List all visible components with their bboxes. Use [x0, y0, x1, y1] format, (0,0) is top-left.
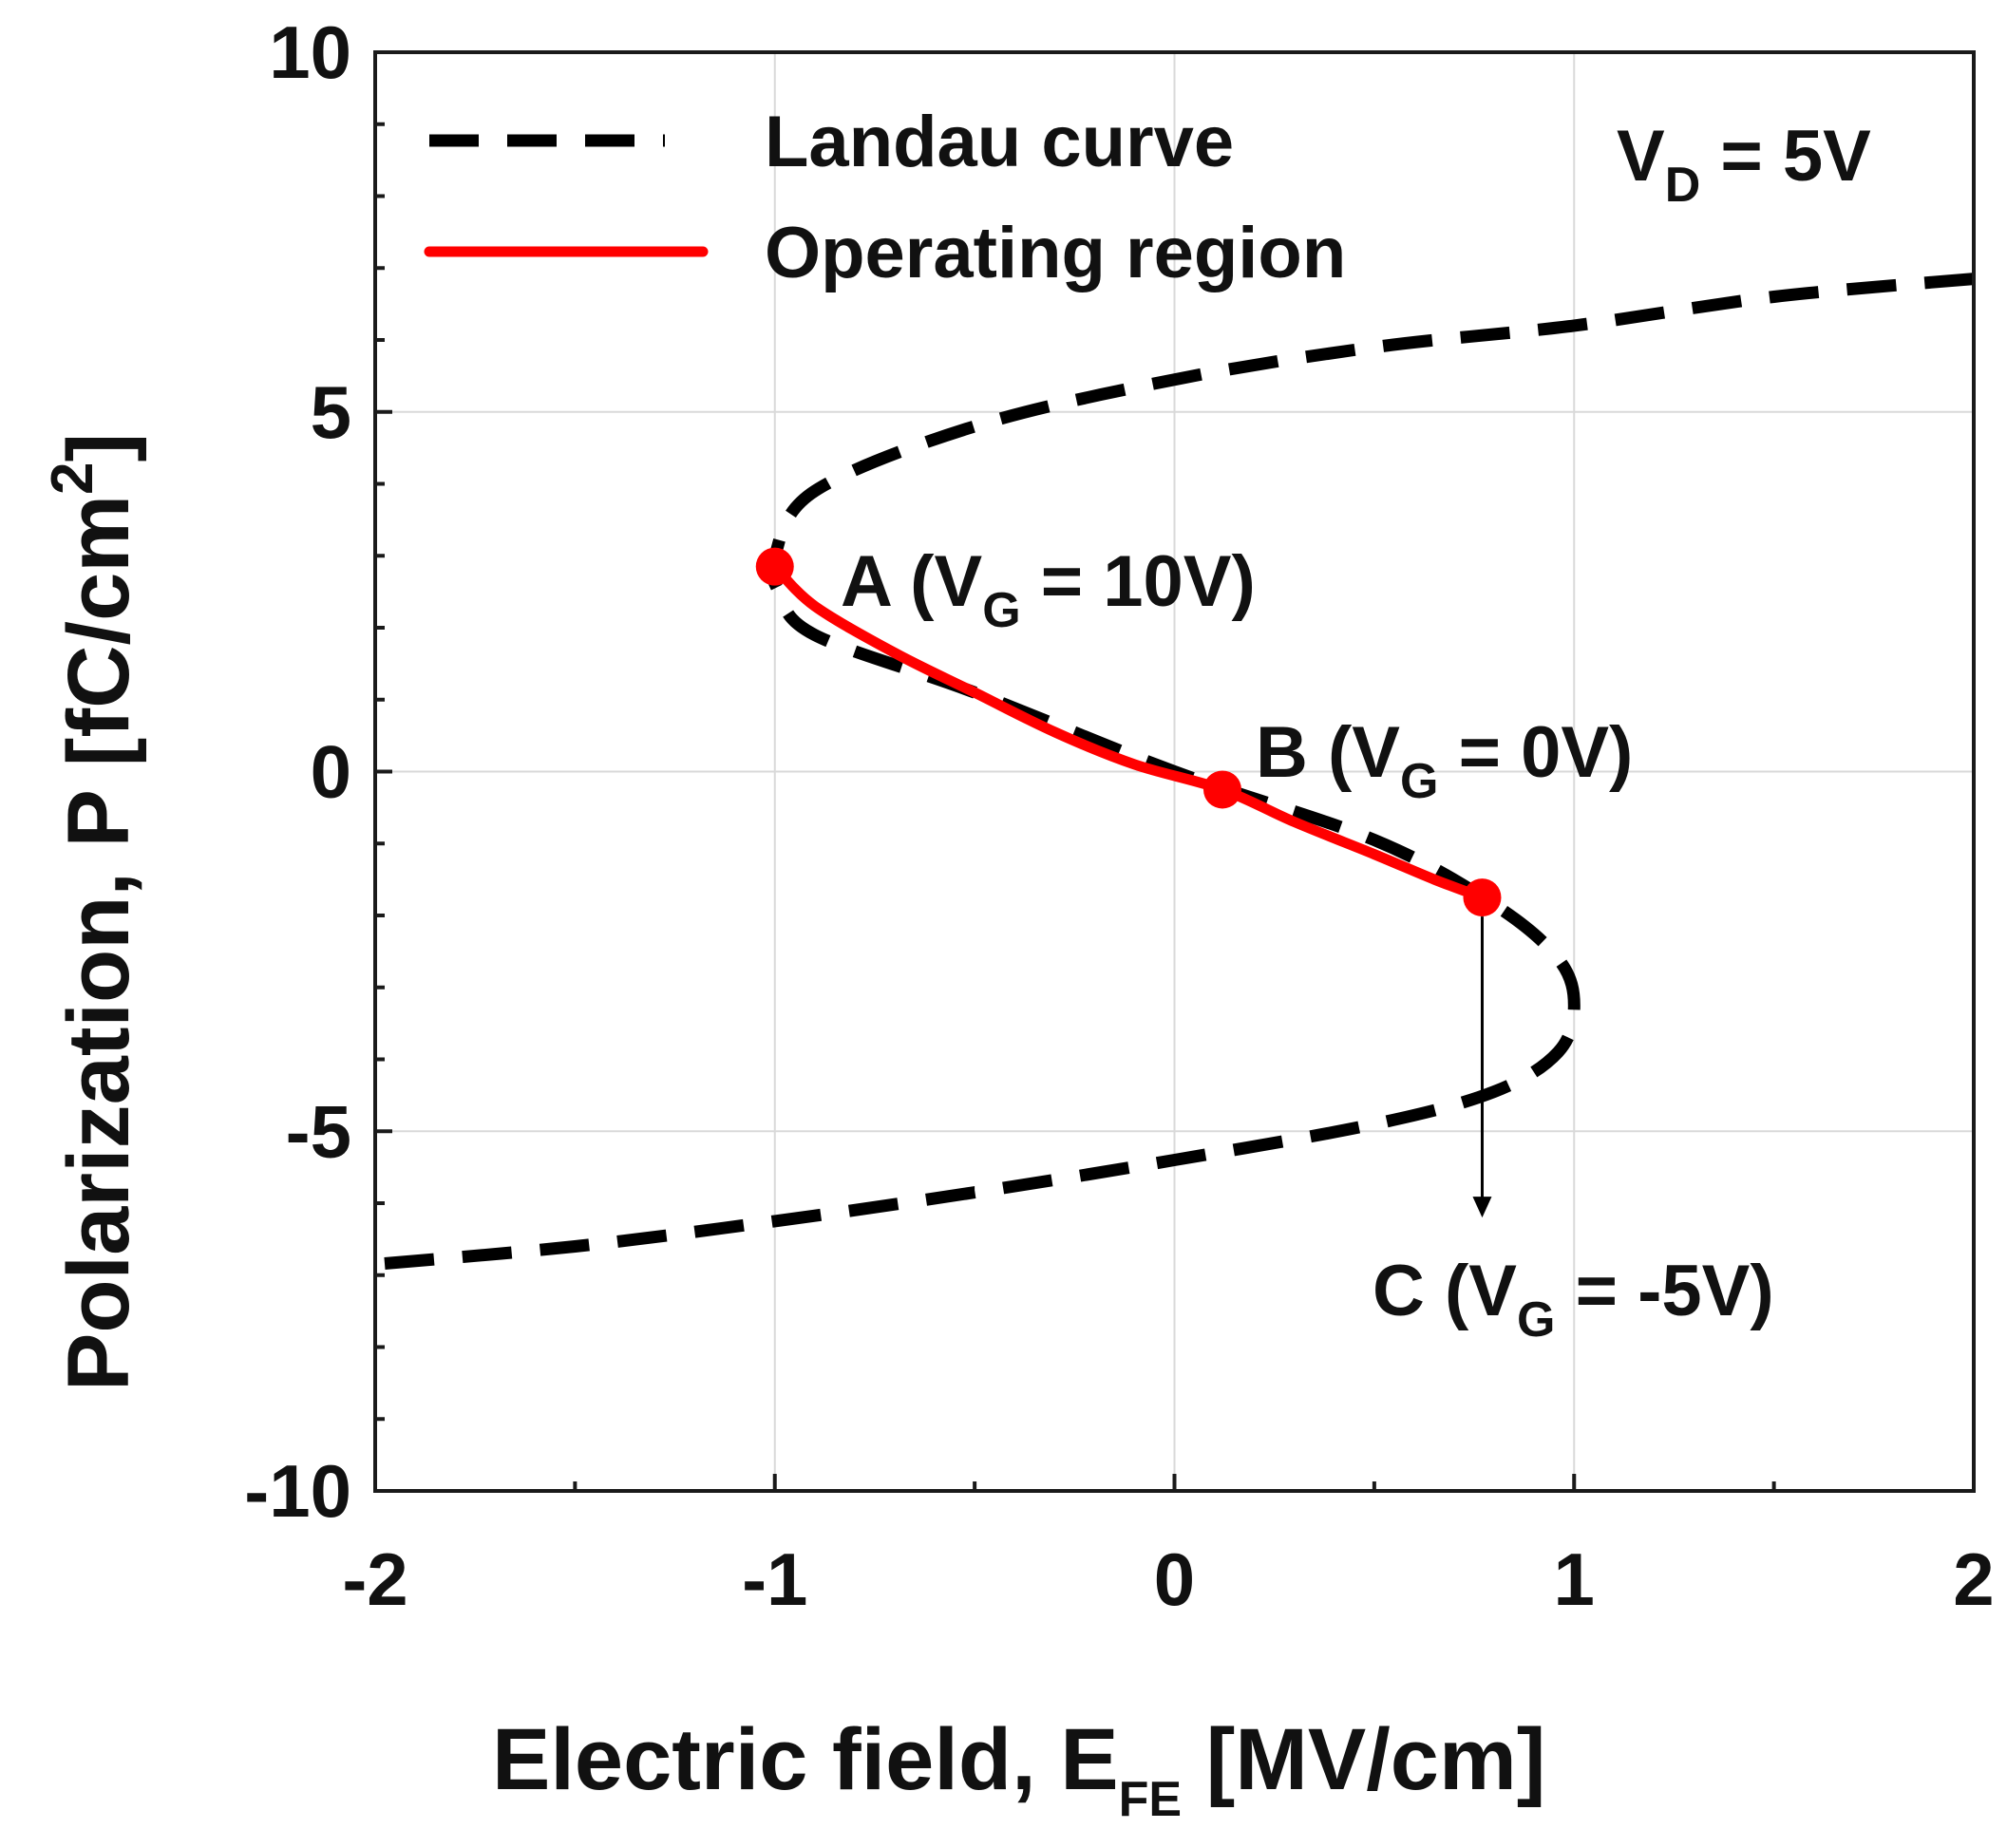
legend-landau-label: Landau curve [765, 102, 1234, 182]
x-tick-label-3: 1 [1554, 1537, 1595, 1621]
x-tick-label-4: 2 [1953, 1537, 1994, 1621]
point-b-label: B (VG = 0V) [1256, 712, 1633, 809]
y-axis-title: Polarization, P [fC/cm2] [40, 433, 147, 1391]
y-tick-label-4: 10 [269, 10, 351, 94]
point-b-marker [1202, 770, 1241, 809]
landau-curve-line [374, 273, 1975, 1271]
y-tick-label-3: 5 [311, 370, 351, 454]
y-tick-label-2: 0 [311, 730, 351, 814]
point-a-marker [755, 547, 794, 586]
x-tick-label-1: -1 [742, 1537, 807, 1621]
arrow-head [1472, 1197, 1492, 1218]
legend: Landau curve Operating region [424, 102, 1346, 293]
arrow-to-c [1472, 916, 1492, 1218]
vd-suffix: = 5V [1700, 116, 1871, 197]
y-tick-label-1: -5 [286, 1089, 351, 1173]
vd-prefix: V [1617, 116, 1665, 197]
data-points [755, 547, 1502, 917]
point-c-start-marker [1463, 878, 1502, 917]
vd-subscript: D [1665, 158, 1701, 213]
point-a-label: A (VG = 10V) [841, 541, 1256, 638]
vd-annotation: VD = 5V [1617, 116, 1871, 213]
y-tick-label-0: -10 [244, 1449, 351, 1533]
x-tick-label-2: 0 [1154, 1537, 1195, 1621]
plot-series [374, 273, 1975, 1271]
point-c-label: C (VG = -5V) [1373, 1251, 1774, 1348]
operating-region-line [769, 561, 1487, 903]
legend-operating-label: Operating region [765, 213, 1346, 293]
x-axis-title: Electric field, EFE [MV/cm] [492, 1711, 1545, 1827]
x-tick-label-0: -2 [342, 1537, 407, 1621]
